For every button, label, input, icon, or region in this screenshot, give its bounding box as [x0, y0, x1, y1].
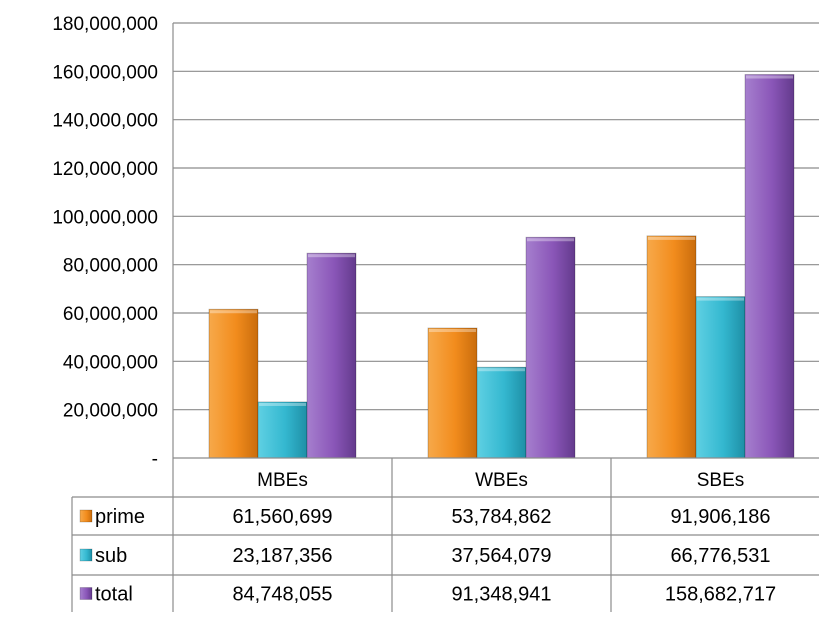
legend-key-sub — [79, 548, 93, 562]
bar-prime-wbes — [427, 327, 478, 459]
table-value-sub: 66,776,531 — [670, 545, 770, 567]
legend-label-prime: prime — [95, 506, 145, 528]
table-value-total: 91,348,941 — [451, 584, 551, 606]
category-label: WBEs — [475, 470, 528, 491]
bar-top-highlight — [429, 329, 476, 333]
y-tick-label: 80,000,000 — [63, 256, 158, 277]
table-value-sub: 37,564,079 — [451, 545, 551, 567]
category-label: MBEs — [257, 470, 308, 491]
bar-total-mbes — [306, 252, 357, 459]
bar-sub-wbes — [476, 366, 527, 459]
bar-top-highlight — [210, 310, 257, 314]
y-tick-label: 180,000,000 — [52, 14, 158, 35]
bar-sub-sbes — [695, 296, 746, 459]
y-axis-ticks: - 20,000,000 40,000,000 60,000,000 80,000,00… — [52, 14, 158, 470]
y-tick-label: 120,000,000 — [52, 159, 158, 180]
bar-top-highlight — [259, 402, 306, 406]
table-value-total: 158,682,717 — [665, 584, 776, 606]
bar-total-sbes — [744, 74, 795, 459]
y-tick-label: 60,000,000 — [63, 304, 158, 325]
bar-top-highlight — [527, 238, 574, 242]
bar-top-highlight — [308, 254, 355, 258]
legend-label-sub: sub — [95, 545, 127, 567]
bar-total-wbes — [525, 236, 576, 459]
legend-key-prime — [79, 509, 93, 523]
y-tick-label: 40,000,000 — [63, 352, 158, 373]
y-tick-label: 100,000,000 — [52, 207, 158, 228]
category-label: SBEs — [697, 470, 745, 491]
y-tick-label: - — [152, 449, 158, 470]
bars — [208, 74, 795, 459]
gridlines — [172, 22, 819, 612]
bar-top-highlight — [697, 297, 744, 301]
y-tick-label: 20,000,000 — [63, 401, 158, 422]
y-tick-label: 140,000,000 — [52, 111, 158, 132]
y-tick-label: 160,000,000 — [52, 62, 158, 83]
data-table: MBEs WBEs SBEs prime 61,560,699 53,784,862 91,… — [71, 457, 819, 612]
bar-top-highlight — [648, 236, 695, 240]
table-value-prime: 91,906,186 — [670, 506, 770, 528]
table-value-prime: 53,784,862 — [451, 506, 551, 528]
bar-prime-mbes — [208, 308, 259, 459]
table-value-prime: 61,560,699 — [232, 506, 332, 528]
table-value-total: 84,748,055 — [232, 584, 332, 606]
bar-top-highlight — [478, 368, 525, 372]
bar-top-highlight — [746, 75, 793, 79]
legend-label-total: total — [95, 584, 133, 606]
table-value-sub: 23,187,356 — [232, 545, 332, 567]
bar-sub-mbes — [257, 401, 308, 459]
legend-key-total — [79, 587, 93, 600]
bar-prime-sbes — [646, 235, 697, 459]
